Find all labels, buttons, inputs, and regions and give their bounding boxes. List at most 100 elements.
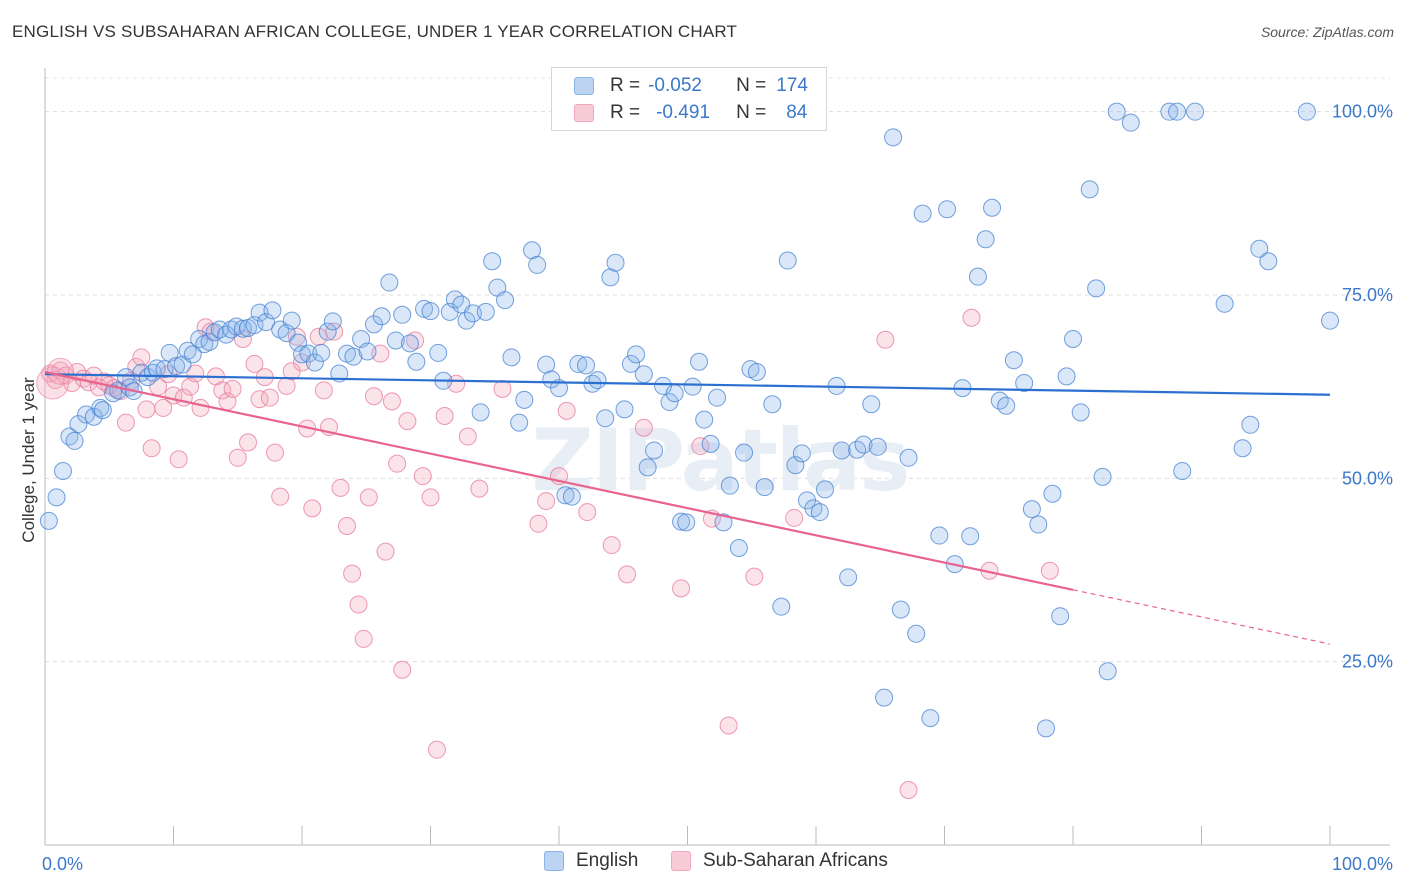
- english-point: [1037, 719, 1056, 738]
- english-point: [961, 527, 980, 546]
- y-tick-label: 25.0%: [1342, 652, 1393, 672]
- english-point: [1022, 500, 1041, 519]
- english-point: [983, 198, 1002, 217]
- english-point: [421, 302, 440, 321]
- english-point: [615, 400, 634, 419]
- english-point: [763, 395, 782, 414]
- english-point: [1071, 403, 1090, 422]
- subsaharan-point: [435, 407, 454, 425]
- subsaharan-point: [154, 398, 173, 417]
- english-point: [1215, 294, 1234, 313]
- english-point: [104, 384, 123, 403]
- subsaharan-swatch: [574, 104, 594, 122]
- subsaharan-point: [398, 412, 417, 431]
- english-point: [91, 398, 110, 417]
- subsaharan-point: [470, 479, 489, 498]
- watermark: ZIPatlas: [532, 411, 909, 511]
- english-point: [476, 302, 495, 321]
- subsaharan-point: [169, 450, 188, 469]
- english-point: [380, 273, 399, 292]
- english-point: [429, 343, 448, 362]
- r-label: R =: [610, 102, 641, 123]
- subsaharan-point: [359, 488, 378, 507]
- english-point: [1259, 252, 1278, 271]
- legend-row-subsaharan: R = -0.491 N = 84: [574, 101, 807, 125]
- english-swatch: [544, 851, 564, 871]
- english-point: [312, 343, 331, 362]
- english-point: [344, 347, 363, 366]
- english-point: [556, 486, 575, 505]
- chart-title: ENGLISH VS SUBSAHARAN AFRICAN COLLEGE, U…: [12, 22, 738, 41]
- legend-item-subsaharan[interactable]: Sub-Saharan Africans: [671, 850, 888, 872]
- english-point: [160, 343, 179, 362]
- subsaharan-point: [602, 536, 621, 555]
- english-point: [299, 344, 318, 363]
- correlation-legend: R = -0.052 N = 174 R = -0.491 N = 84: [551, 67, 827, 131]
- english-point: [53, 462, 72, 480]
- english-point: [183, 345, 202, 364]
- subsaharan-point: [245, 354, 264, 373]
- subsaharan-trend-extension: [1072, 589, 1331, 645]
- subsaharan-point: [354, 629, 373, 648]
- subsaharan-point: [228, 448, 247, 467]
- english-point: [645, 441, 664, 460]
- subsaharan-point: [618, 565, 637, 584]
- subsaharan-point: [46, 357, 74, 385]
- subsaharan-point: [331, 478, 350, 497]
- english-point: [305, 353, 324, 372]
- y-tick-label: 75.0%: [1342, 285, 1393, 305]
- english-point: [1321, 311, 1339, 330]
- english-point: [930, 526, 949, 545]
- english-point: [233, 319, 252, 338]
- n-label: N =: [736, 75, 767, 96]
- subsaharan-point: [349, 595, 368, 614]
- y-axis-label: College, Under 1 year: [19, 377, 38, 543]
- english-point: [1093, 467, 1112, 486]
- subsaharan-point: [137, 400, 156, 419]
- english-point: [39, 511, 58, 530]
- english-point: [862, 395, 881, 414]
- english-point: [510, 413, 529, 432]
- english-point: [289, 333, 308, 352]
- english-point: [665, 384, 684, 403]
- english-point: [372, 307, 391, 326]
- subsaharan-point: [672, 579, 691, 598]
- subsaharan-point: [303, 499, 322, 518]
- english-point: [1168, 102, 1187, 121]
- english-point: [257, 313, 276, 332]
- n-label: N =: [736, 102, 767, 123]
- english-point: [714, 513, 733, 532]
- subsaharan-point: [962, 308, 981, 327]
- english-point: [921, 709, 940, 728]
- subsaharan-point: [142, 439, 161, 458]
- english-point: [832, 441, 851, 460]
- subsaharan-point: [343, 564, 362, 583]
- english-point: [792, 444, 811, 463]
- english-point: [1029, 515, 1048, 534]
- english-trend-line: [44, 373, 1331, 396]
- english-point: [47, 488, 66, 507]
- english-point: [386, 331, 405, 350]
- english-point: [596, 409, 615, 428]
- grid-lines: [45, 77, 1390, 663]
- english-point: [562, 487, 581, 506]
- english-point: [968, 267, 987, 286]
- english-point: [701, 434, 720, 453]
- subsaharan-point: [266, 443, 285, 462]
- subsaharan-point: [537, 492, 556, 511]
- subsaharan-point: [745, 567, 764, 586]
- subsaharan-point: [271, 487, 290, 506]
- english-point: [65, 431, 84, 450]
- english-point: [471, 403, 490, 422]
- subsaharan-point: [413, 467, 432, 486]
- legend-item-english[interactable]: English: [544, 850, 638, 872]
- subsaharan-trend-line: [44, 370, 1074, 591]
- english-point: [747, 363, 766, 381]
- english-point: [282, 311, 301, 330]
- english-point: [677, 513, 696, 532]
- subsaharan-point: [364, 387, 383, 406]
- english-point: [868, 437, 887, 456]
- english-point: [690, 352, 709, 371]
- english-point: [400, 334, 419, 353]
- english-point: [875, 688, 894, 707]
